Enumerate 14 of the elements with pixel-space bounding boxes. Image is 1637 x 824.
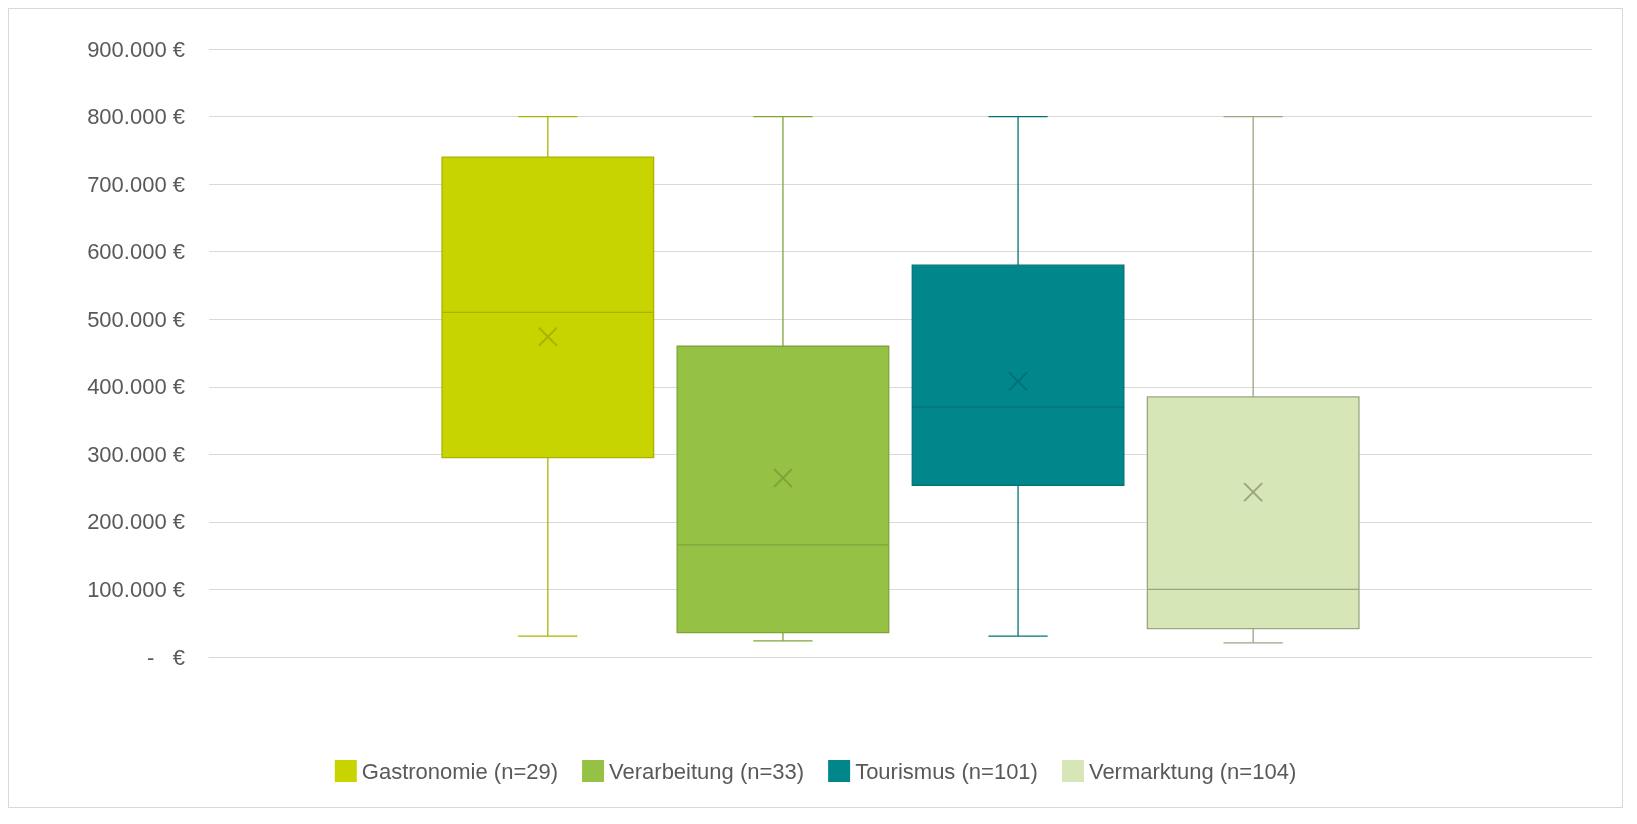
y-tick-label: 800.000 € [87,104,185,130]
y-tick-label: 400.000 € [87,374,185,400]
legend-label: Verarbeitung (n=33) [609,758,805,784]
y-tick-label: 500.000 € [87,306,185,332]
y-tick-label: 100.000 € [87,576,185,602]
legend-label: Tourismus (n=101) [855,758,1038,784]
y-tick-label: 600.000 € [87,239,185,265]
y-tick-label: 200.000 € [87,509,185,535]
legend-label: Gastronomie (n=29) [361,758,559,784]
y-tick-label: 900.000 € [87,36,185,62]
y-tick-label: 700.000 € [87,171,185,197]
legend-label: Vermarktung (n=104) [1088,758,1297,784]
y-tick-label: - € [147,644,185,670]
y-tick-label: 300.000 € [87,441,185,467]
